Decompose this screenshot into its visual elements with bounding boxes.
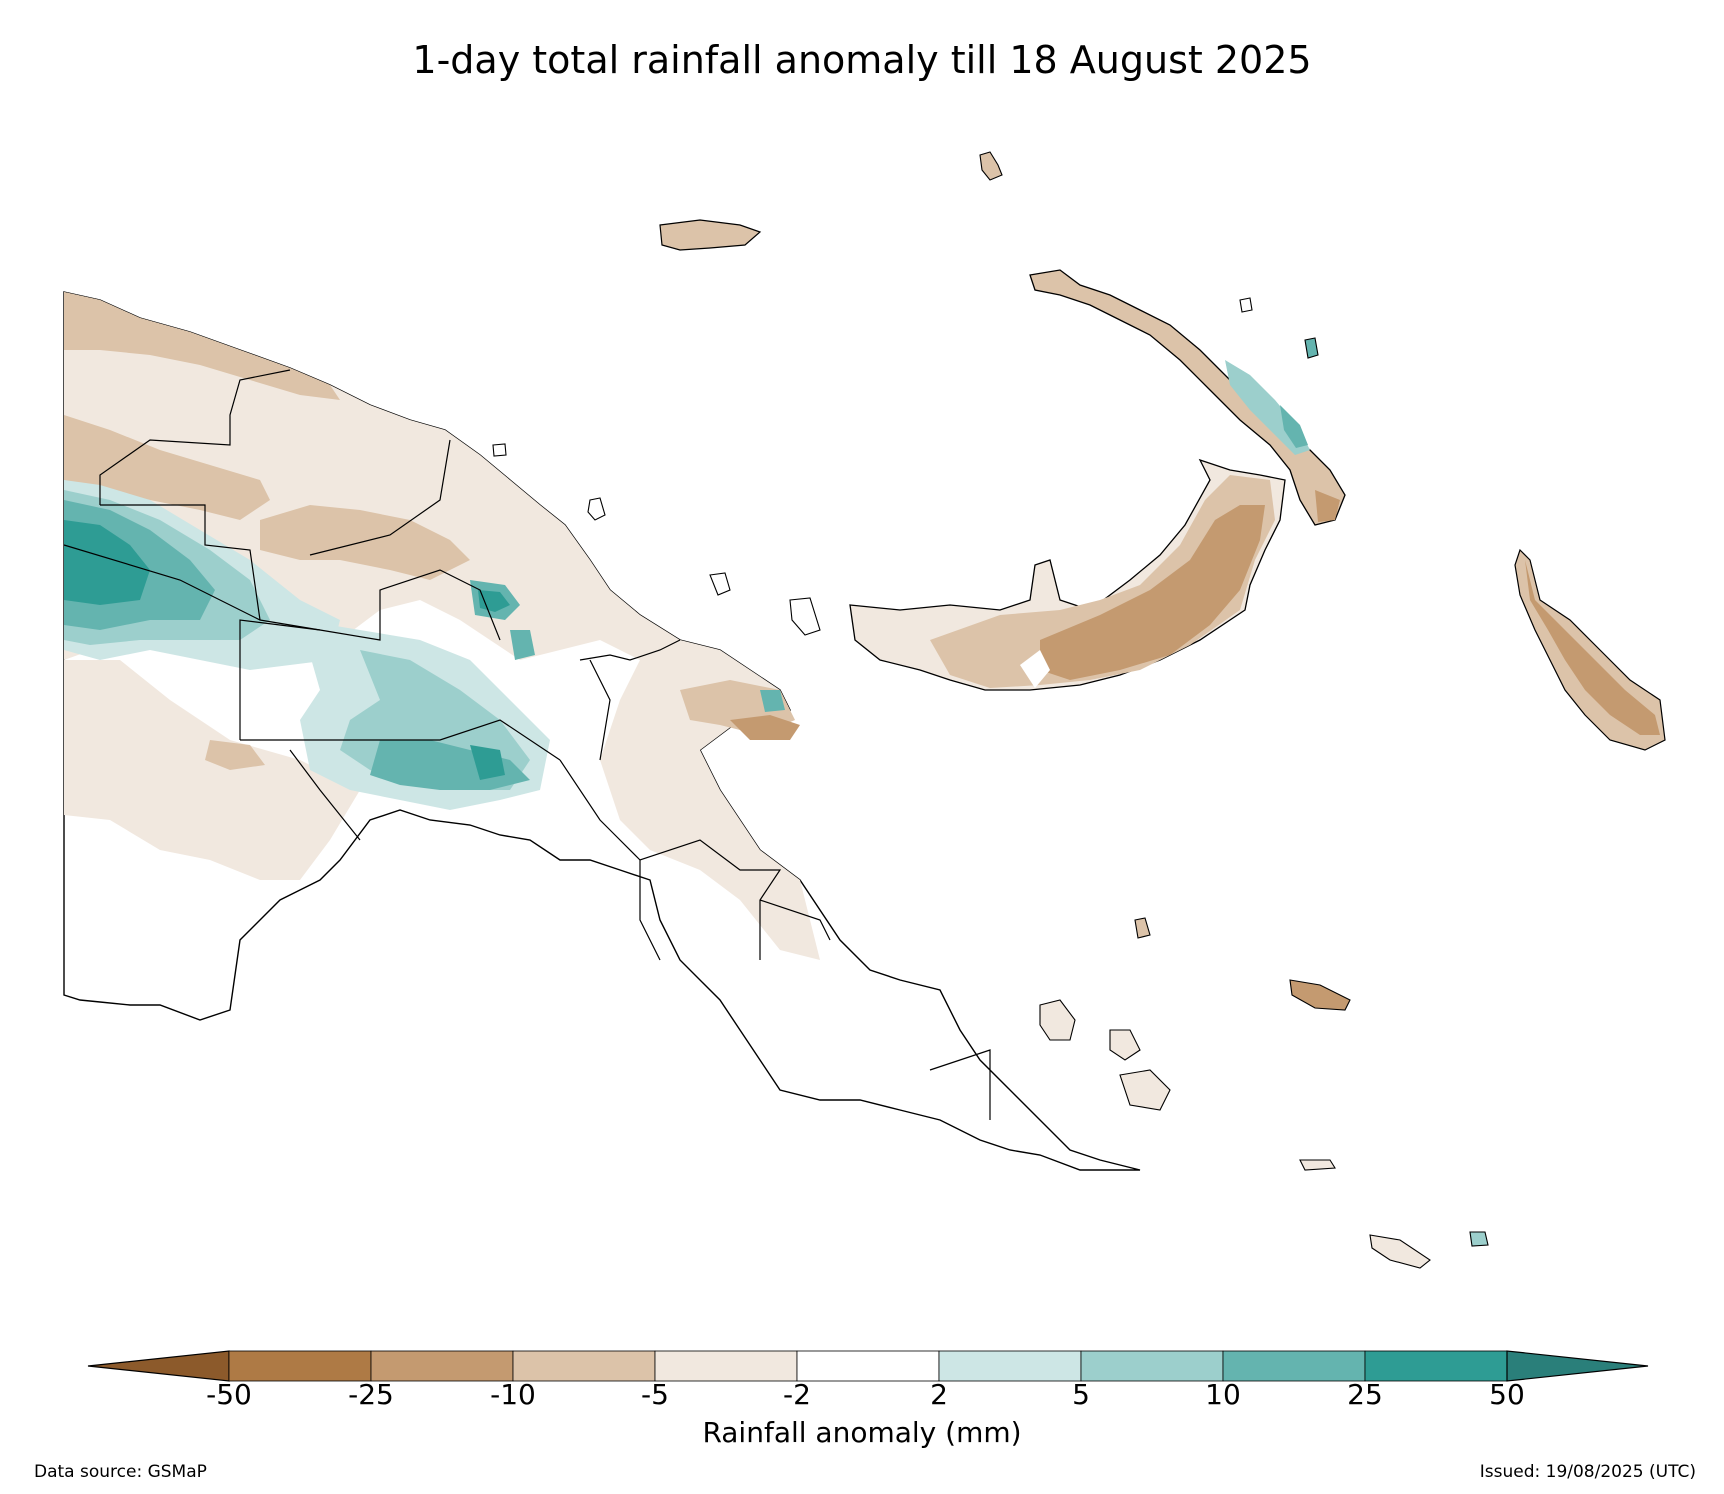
anomaly-teal-west-max (64, 520, 150, 605)
colorbar-bin (512, 1350, 656, 1382)
southeast-island-8 (1134, 917, 1151, 939)
anomaly-teal-east-spot (760, 690, 785, 712)
new-britain-white (1020, 650, 1050, 688)
new-britain (849, 458, 1286, 691)
colorbar-bin (938, 1350, 1082, 1382)
anomaly-tan-south (205, 740, 265, 770)
new-britain-brown (1040, 505, 1265, 680)
southeast-island-4 (1289, 979, 1351, 1011)
colorbar-tick-label: 50 (1489, 1378, 1525, 1411)
manus-island (659, 219, 762, 251)
rainfall-anomaly-map (63, 151, 1666, 1269)
southeast-island-5 (1369, 1234, 1431, 1269)
colorbar-tick-label: -10 (490, 1378, 536, 1411)
southeast-island-7 (1299, 1159, 1336, 1171)
southeast-island-1 (1039, 999, 1076, 1041)
anomaly-light-brown-north (64, 292, 820, 960)
anomaly-teal-spot-2 (510, 630, 535, 660)
anomaly-brown-east (730, 715, 800, 740)
new-ireland-teal-strong (1280, 405, 1308, 448)
mainland-anomaly (64, 292, 820, 960)
colorbar-bin (1080, 1350, 1224, 1382)
colorbar-tick-label: -50 (206, 1378, 252, 1411)
colorbar-tick-label: -5 (641, 1378, 669, 1411)
colorbar-over-arrow (1506, 1350, 1649, 1382)
small-island-2 (1304, 337, 1319, 359)
colorbar-bin (654, 1350, 798, 1382)
colorbar-tick-label: 25 (1347, 1378, 1383, 1411)
colorbar-under-arrow (87, 1350, 230, 1382)
new-ireland-brown (1315, 490, 1340, 522)
colorbar-bin (370, 1350, 514, 1382)
colorbar-tick-label: 2 (930, 1378, 948, 1411)
colorbar-bin (1222, 1350, 1366, 1382)
colorbar-tick-label: -25 (348, 1378, 394, 1411)
issued-text: Issued: 19/08/2025 (UTC) (1479, 1462, 1696, 1482)
southeast-island-3 (1119, 1069, 1171, 1111)
anomaly-tan-northwest (64, 292, 340, 400)
colorbar-label: Rainfall anomaly (mm) (702, 1416, 1022, 1449)
bougainville-brown (1525, 560, 1660, 735)
southeast-island-2 (1109, 1029, 1141, 1061)
data-source-text: Data source: GSMaP (34, 1462, 207, 1482)
anomaly-tan-central (260, 505, 470, 580)
map-title: 1-day total rainfall anomaly till 18 Aug… (412, 38, 1312, 82)
anomaly-teal-central-max (470, 745, 505, 780)
colorbar-bin (1364, 1350, 1508, 1382)
small-island-6 (789, 597, 821, 636)
small-island-1 (979, 151, 1003, 181)
colorbar-tick-label: 10 (1205, 1378, 1241, 1411)
southeast-island-6 (1469, 1231, 1489, 1247)
colorbar-tick-label: 5 (1072, 1378, 1090, 1411)
small-island-5 (709, 572, 731, 596)
new-ireland (1029, 269, 1346, 526)
province-borders (63, 369, 991, 1120)
colorbar-tick-label: -2 (783, 1378, 811, 1411)
small-island-4 (587, 497, 606, 521)
anomaly-tan-west (64, 415, 270, 520)
anomaly-light-brown-south (64, 660, 360, 880)
bougainville (1514, 548, 1666, 751)
small-island-3 (1239, 297, 1253, 313)
small-island-7 (492, 443, 507, 457)
colorbar-bin (796, 1350, 940, 1382)
colorbar-bin (228, 1350, 372, 1382)
